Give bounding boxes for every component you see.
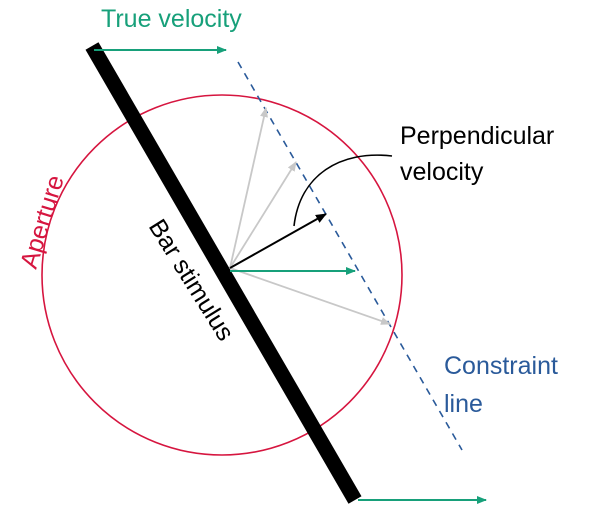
perpendicular-velocity-label-line2: velocity [400,158,484,186]
perpendicular-velocity-arrow [229,213,327,269]
candidate-arrow [229,107,268,269]
constraint-line [237,61,463,451]
candidate-arrow [229,267,391,325]
bar-stimulus [85,42,362,504]
true-velocity-label: True velocity [101,5,242,33]
perpendicular-velocity-label-line1: Perpendicular [400,122,554,150]
constraint-line-label-line2: line [444,390,483,418]
constraint-line-label-line1: Constraint [444,352,558,380]
perpendicular-label-pointer [293,154,393,227]
aperture-label: Aperture [15,172,70,272]
candidate-arrow [229,161,297,269]
candidate-velocity-arrows [229,107,391,325]
aperture-circle [41,94,403,456]
